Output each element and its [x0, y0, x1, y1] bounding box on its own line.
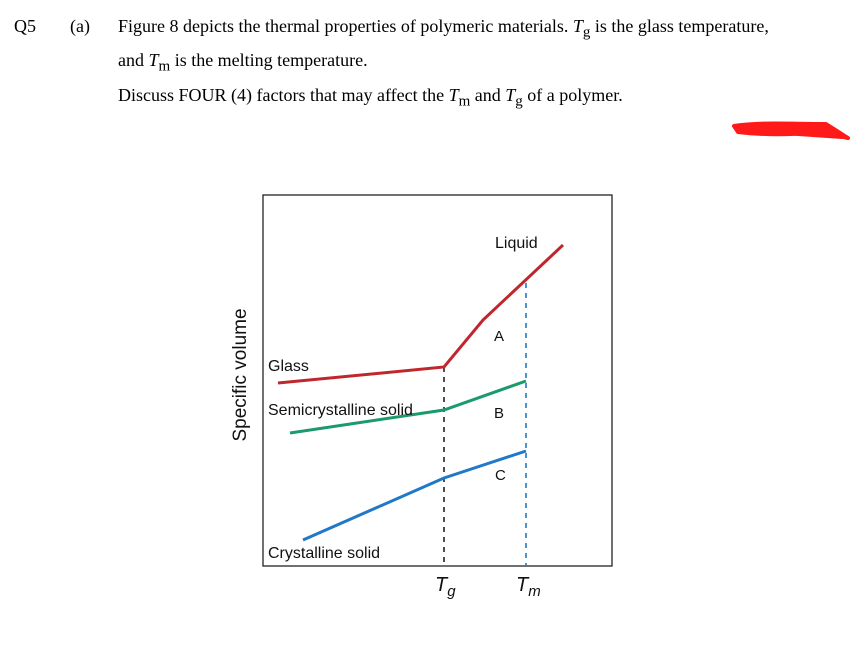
tg-subscript: g — [515, 93, 523, 110]
line2-text-a: and — [118, 50, 149, 70]
tg-subscript: g — [582, 24, 591, 41]
tick-tg: Tg — [435, 574, 456, 600]
line1-text-b: is the glass temperature, — [590, 16, 769, 36]
line3-text-b: of a polymer. — [522, 85, 623, 105]
tick-tg-sub: g — [447, 583, 456, 600]
label-a: A — [494, 328, 504, 345]
tick-tm-main: T — [516, 574, 530, 596]
tick-tm: Tm — [516, 574, 541, 600]
label-semicrystalline: Semicrystalline solid — [268, 402, 413, 419]
tg-symbol: T — [505, 85, 516, 105]
question-number: Q5 — [14, 16, 36, 36]
question-line-1: Figure 8 depicts the thermal properties … — [118, 16, 769, 42]
line1-text-a: Figure 8 depicts the thermal properties … — [118, 16, 573, 36]
figure-8: Specific volume Liquid Glass Semicrystal… — [200, 175, 650, 615]
glass-liquid-curve — [277, 243, 565, 385]
label-b: B — [494, 405, 504, 422]
label-crystalline: Crystalline solid — [268, 545, 380, 562]
tick-tm-sub: m — [528, 583, 541, 600]
question-part: (a) — [70, 16, 90, 36]
tm-symbol: T — [448, 85, 459, 105]
y-axis-label: Specific volume — [230, 308, 251, 441]
label-liquid: Liquid — [495, 235, 538, 252]
tick-tg-main: T — [435, 574, 449, 596]
plot-frame — [262, 194, 613, 567]
semicrystalline-curve — [289, 379, 527, 435]
question-line-3: Discuss FOUR (4) factors that may affect… — [118, 85, 623, 111]
tm-subscript: m — [158, 58, 171, 75]
tm-subscript: m — [458, 93, 471, 110]
label-c: C — [495, 467, 506, 484]
line2-text-b: is the melting temperature. — [170, 50, 368, 70]
redaction-stroke — [737, 126, 845, 139]
question-line-2: and Tm is the melting temperature. — [118, 50, 368, 76]
label-glass: Glass — [268, 358, 309, 375]
line3-text-mid: and — [470, 85, 506, 105]
line3-text-a: Discuss FOUR (4) factors that may affect… — [118, 85, 449, 105]
redaction-scribble — [730, 112, 850, 157]
tg-symbol: T — [572, 16, 583, 36]
tm-symbol: T — [148, 50, 159, 70]
crystalline-curve — [302, 449, 527, 542]
